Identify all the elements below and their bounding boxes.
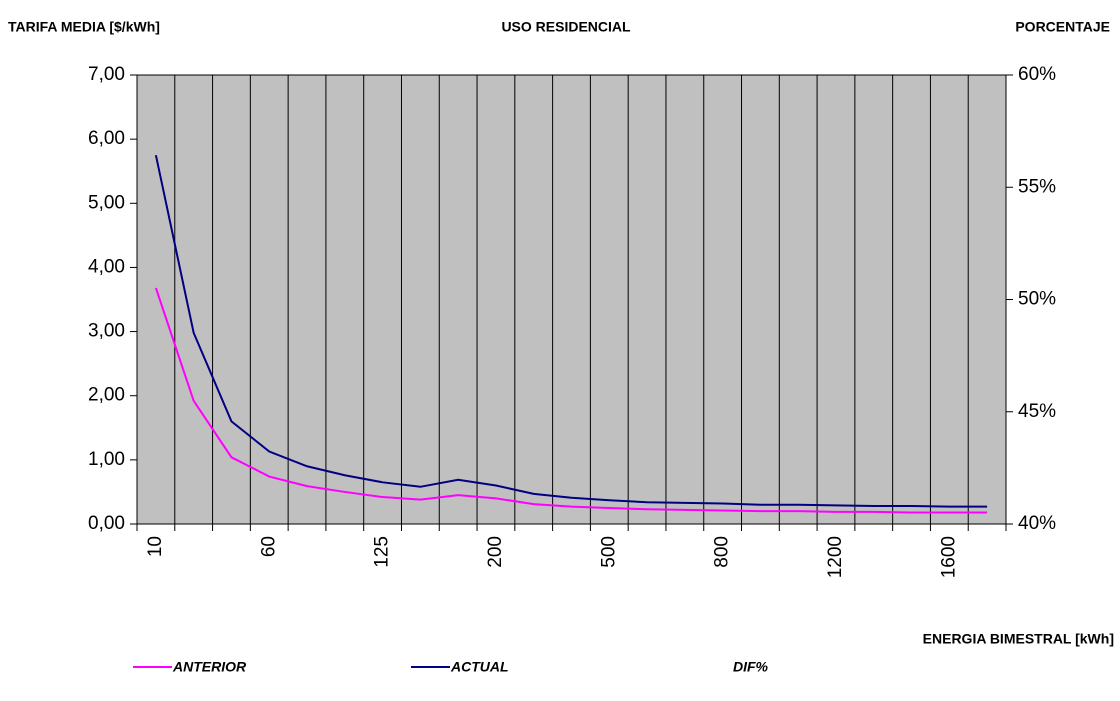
x-axis-label: ENERGIA BIMESTRAL [kWh] [923,631,1114,647]
y-tick-label: 4,00 [88,256,125,277]
y2-tick-label: 55% [1018,176,1056,197]
x-tick-label: 1200 [825,536,846,578]
y-tick-label: 7,00 [88,64,125,85]
x-tick-label: 125 [372,536,393,568]
x-tick-label: 500 [598,536,619,568]
x-tick-label: 800 [712,536,733,568]
y-tick-label: 2,00 [88,385,125,406]
legend-label: DIF% [733,659,769,675]
x-tick-label: 1600 [938,536,959,578]
y2-axis-label: PORCENTAJE [1015,19,1110,35]
x-tick-label: 60 [258,536,279,557]
y2-tick-label: 50% [1018,289,1056,310]
y2-tick-label: 40% [1018,513,1056,534]
series-line [154,154,988,508]
series-line [154,287,988,514]
y-tick-label: 3,00 [88,321,125,342]
chart-title: USO RESIDENCIAL [501,19,631,35]
plot-area [137,75,1006,524]
x-tick-label: 200 [485,536,506,568]
legend-label: ANTERIOR [172,659,247,675]
legend-label: ACTUAL [450,659,509,675]
y2-tick-label: 45% [1018,401,1056,422]
y-axis-label: TARIFA MEDIA [$/kWh] [8,19,160,35]
y-tick-label: 5,00 [88,192,125,213]
x-tick-label: 10 [145,536,166,557]
y-tick-label: 6,00 [88,128,125,149]
y2-tick-label: 60% [1018,64,1056,85]
y-tick-label: 1,00 [88,449,125,470]
y-tick-label: 0,00 [88,513,125,534]
